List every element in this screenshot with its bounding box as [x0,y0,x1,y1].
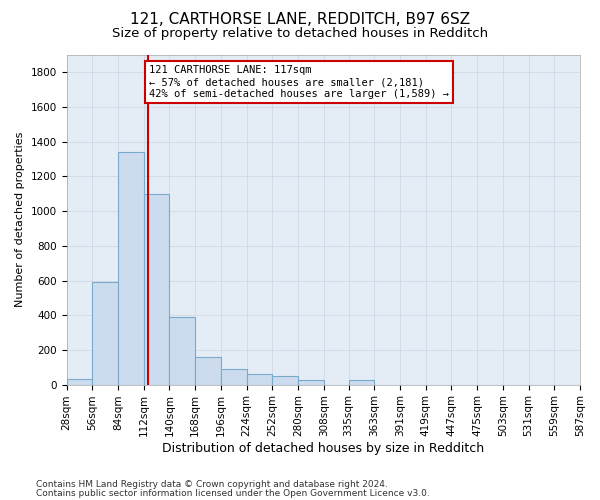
Bar [349,380,374,384]
Bar [272,376,298,384]
Bar [118,152,143,384]
Bar [143,194,169,384]
Text: Contains HM Land Registry data © Crown copyright and database right 2024.: Contains HM Land Registry data © Crown c… [36,480,388,489]
Bar [221,369,247,384]
Bar [67,380,92,384]
Text: Size of property relative to detached houses in Redditch: Size of property relative to detached ho… [112,28,488,40]
Text: Contains public sector information licensed under the Open Government Licence v3: Contains public sector information licen… [36,490,430,498]
Bar [92,282,118,384]
Y-axis label: Number of detached properties: Number of detached properties [15,132,25,308]
Bar [298,380,324,384]
Bar [195,357,221,384]
Text: 121, CARTHORSE LANE, REDDITCH, B97 6SZ: 121, CARTHORSE LANE, REDDITCH, B97 6SZ [130,12,470,28]
Bar [247,374,272,384]
Bar [169,317,195,384]
X-axis label: Distribution of detached houses by size in Redditch: Distribution of detached houses by size … [162,442,484,455]
Text: 121 CARTHORSE LANE: 117sqm
← 57% of detached houses are smaller (2,181)
42% of s: 121 CARTHORSE LANE: 117sqm ← 57% of deta… [149,66,449,98]
